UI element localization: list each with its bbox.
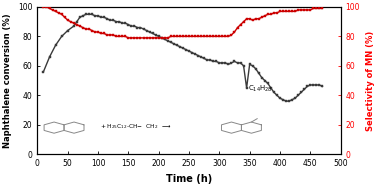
- X-axis label: Time (h): Time (h): [166, 174, 212, 183]
- Y-axis label: Selectivity of MN (%): Selectivity of MN (%): [366, 30, 375, 131]
- Y-axis label: Naphthalene conversion (%): Naphthalene conversion (%): [3, 13, 12, 148]
- Text: C$_{14}$H$_{28}$: C$_{14}$H$_{28}$: [248, 84, 273, 94]
- Text: $+\ \mathsf{H_{25}C_{12}}$-CH$-$  CH$_{2}$  $\longrightarrow$: $+\ \mathsf{H_{25}C_{12}}$-CH$-$ CH$_{2}…: [99, 122, 172, 131]
